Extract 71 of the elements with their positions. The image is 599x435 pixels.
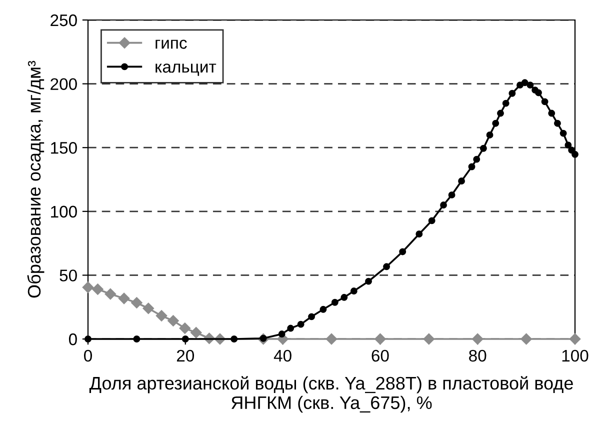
point xyxy=(468,163,476,170)
x-tick-label: 100 xyxy=(562,350,588,362)
point xyxy=(416,230,423,238)
point xyxy=(486,131,494,138)
point xyxy=(497,110,504,117)
point xyxy=(516,82,524,89)
x-tick-label: 80 xyxy=(469,350,486,362)
legend-label: кальцит xyxy=(156,64,216,76)
point xyxy=(541,98,548,106)
x-tick-label: 20 xyxy=(176,350,194,362)
point xyxy=(84,336,92,342)
point xyxy=(133,336,140,342)
x-tick-label: 40 xyxy=(274,350,292,362)
point xyxy=(383,263,390,270)
point xyxy=(502,100,510,107)
point xyxy=(331,298,338,306)
point xyxy=(156,310,168,322)
y-tick-label: 0 xyxy=(68,333,77,346)
point xyxy=(131,297,142,308)
point xyxy=(564,142,572,149)
point xyxy=(526,82,534,89)
point xyxy=(179,322,191,334)
point xyxy=(190,327,202,338)
point xyxy=(535,89,542,96)
legend-label: гипс xyxy=(156,40,187,49)
point xyxy=(520,333,532,345)
point xyxy=(350,288,358,294)
point xyxy=(572,150,578,158)
y-tick-label: 100 xyxy=(51,206,77,218)
point xyxy=(508,90,516,97)
point xyxy=(568,146,576,154)
point xyxy=(82,282,94,293)
point xyxy=(554,120,561,127)
point xyxy=(440,202,447,208)
point xyxy=(458,178,465,185)
point xyxy=(118,292,130,304)
point xyxy=(287,324,294,332)
x-tick-label: 60 xyxy=(372,350,389,362)
point xyxy=(278,330,286,338)
point xyxy=(104,288,116,300)
point xyxy=(473,156,480,163)
point xyxy=(230,336,238,342)
point xyxy=(492,120,500,127)
point xyxy=(142,302,154,314)
point xyxy=(365,278,372,285)
point xyxy=(92,284,104,295)
y-axis-title: Образование осадка, мг/дм³ xyxy=(27,60,44,298)
point xyxy=(320,306,327,313)
point xyxy=(548,110,556,117)
point xyxy=(521,79,528,86)
point xyxy=(428,217,436,224)
point xyxy=(168,315,179,326)
point xyxy=(480,144,487,152)
y-tick-label: 150 xyxy=(51,142,77,154)
point xyxy=(472,333,484,345)
point xyxy=(374,333,386,345)
point xyxy=(326,333,338,345)
point xyxy=(569,333,581,345)
point xyxy=(399,248,406,256)
point xyxy=(297,320,304,328)
y-tick-label: 200 xyxy=(50,78,77,90)
point xyxy=(308,313,316,320)
point xyxy=(423,333,435,345)
y-tick-label: 50 xyxy=(60,270,77,282)
y-tick-label: 250 xyxy=(50,14,77,26)
point xyxy=(560,130,567,137)
x-axis-title: Доля артезианской воды (скв. Ya_288T) в пластовой воде ЯНГКМ (скв. Ya_675), % xyxy=(89,376,573,413)
point xyxy=(182,336,189,342)
x-tick-label: 0 xyxy=(84,350,92,362)
point xyxy=(448,191,456,198)
point xyxy=(340,294,348,301)
